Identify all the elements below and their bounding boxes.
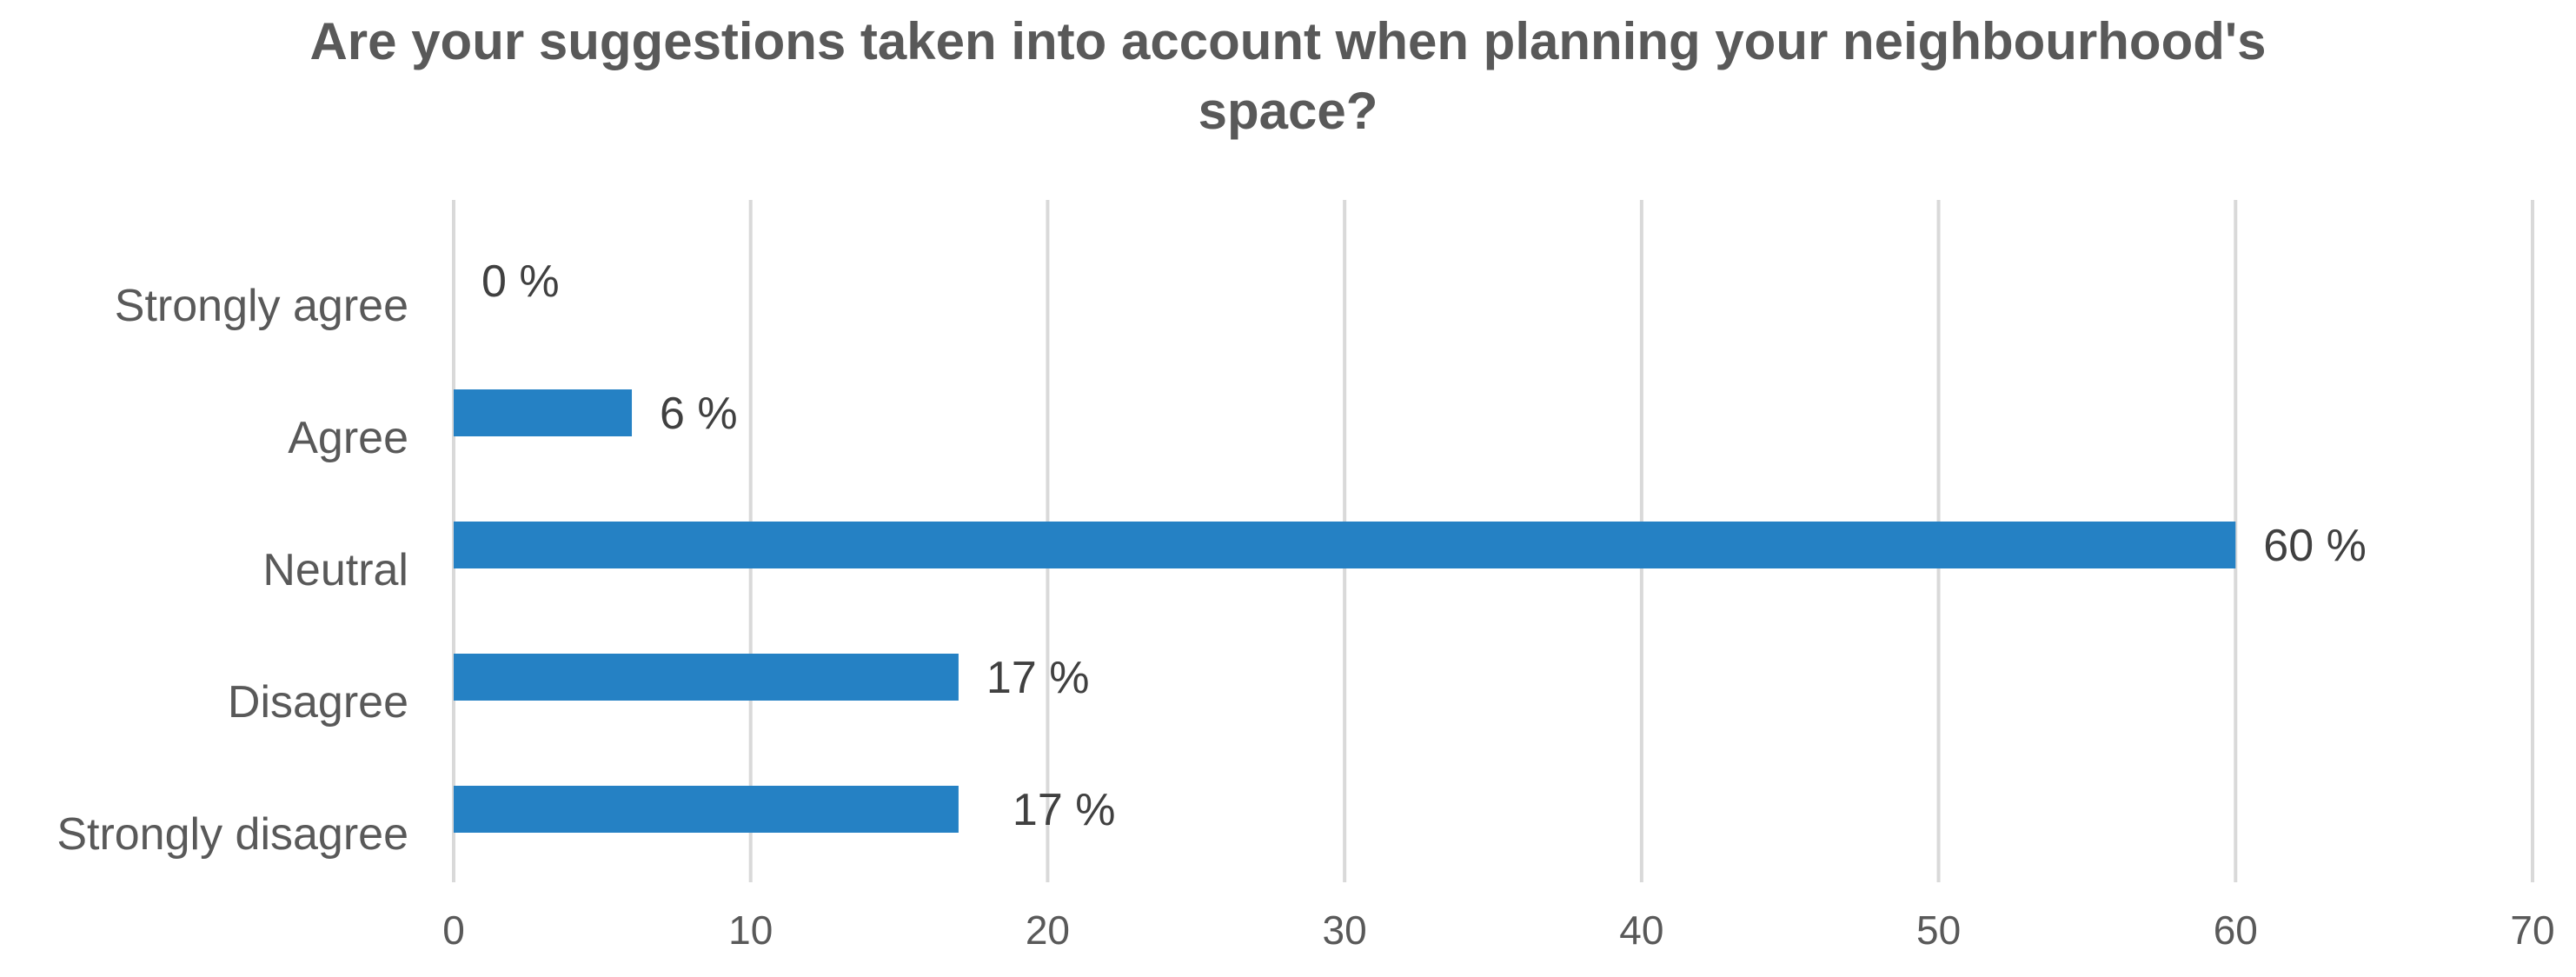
category-label-neutral: Neutral: [262, 545, 408, 595]
bar-disagree: [454, 654, 959, 701]
data-label-disagree: 17 %: [986, 653, 1090, 703]
x-tick-label-0: 0: [442, 907, 465, 953]
chart-title-line-2: space?: [1198, 82, 1378, 140]
category-label-strongly-disagree: Strongly disagree: [56, 809, 408, 860]
bar-neutral: [454, 522, 2236, 568]
bar-agree: [454, 389, 633, 436]
x-tick-label-10: 10: [728, 907, 773, 953]
x-tick-label-50: 50: [1916, 907, 1961, 953]
category-labels: Strongly agree Agree Neutral Disagree Strong…: [56, 281, 408, 860]
data-label-agree: 6 %: [660, 389, 738, 439]
category-label-disagree: Disagree: [228, 677, 408, 728]
bar-strongly-disagree: [454, 786, 959, 833]
x-tick-label-30: 30: [1323, 907, 1367, 953]
category-label-agree: Agree: [288, 413, 408, 463]
x-tick-label-70: 70: [2510, 907, 2554, 953]
data-label-neutral: 60 %: [2263, 521, 2367, 571]
bars: [454, 389, 2236, 833]
category-label-strongly-agree: Strongly agree: [115, 281, 408, 331]
chart-title-line-1: Are your suggestions taken into account …: [309, 12, 2266, 70]
x-tick-label-60: 60: [2214, 907, 2258, 953]
x-axis-tick-labels: 0 10 20 30 40 50 60 70: [442, 907, 2554, 953]
data-labels: 0 % 6 % 60 % 17 % 17 %: [481, 256, 2367, 835]
x-tick-label-40: 40: [1619, 907, 1663, 953]
data-label-strongly-agree: 0 %: [481, 256, 560, 307]
x-tick-label-20: 20: [1026, 907, 1070, 953]
data-label-strongly-disagree: 17 %: [1012, 785, 1116, 835]
